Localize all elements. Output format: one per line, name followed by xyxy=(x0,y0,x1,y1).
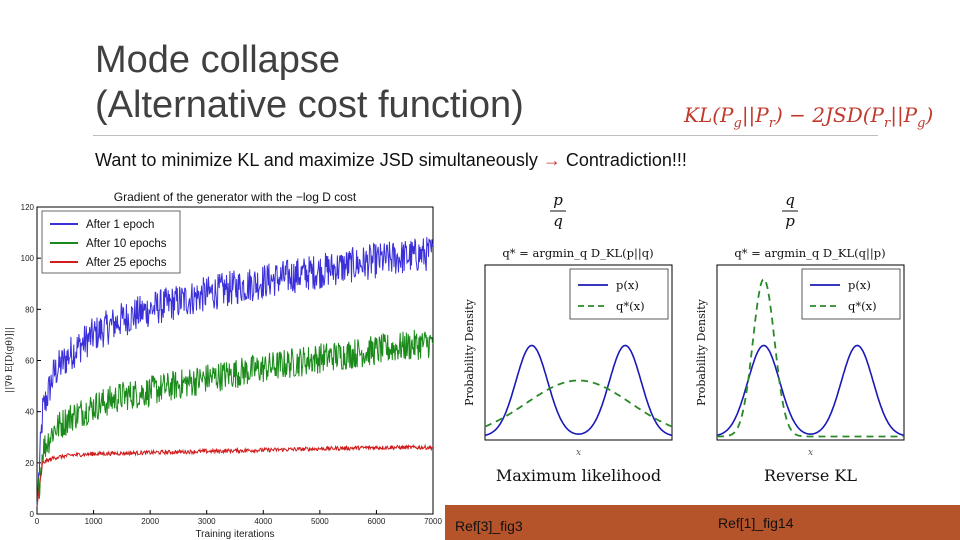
y-tick-label: 100 xyxy=(21,254,35,263)
kl-panel-2: qp q* = argmin_q D_KL(q||p) Probability De… xyxy=(695,191,905,485)
chart-title: Gradient of the generator with the −log … xyxy=(114,190,357,204)
legend-label: q*(x) xyxy=(848,299,877,313)
x-axis-label: Training iterations xyxy=(195,529,274,540)
reference-right: Ref[1]_fig14 xyxy=(718,515,794,531)
y-axis-label: Probability Density xyxy=(463,298,476,406)
arrow-right-icon: → xyxy=(542,150,561,170)
fraction-numerator: p xyxy=(553,191,563,209)
x-tick-label: 6000 xyxy=(368,517,386,526)
subtitle-text: Want to minimize KL and maximize JSD sim… xyxy=(95,150,538,170)
legend: p(x) q*(x) xyxy=(569,268,669,320)
y-tick-label: 0 xyxy=(30,510,35,519)
subtitle-conclusion: Contradiction!!! xyxy=(565,150,687,170)
legend-box xyxy=(569,268,669,320)
slide-title: Mode collapse (Alternative cost function… xyxy=(95,38,524,128)
series-line-2 xyxy=(36,329,434,507)
y-axis-label: ||∇θ E[D(gθ)]|| xyxy=(4,327,15,393)
fraction-denominator: p xyxy=(785,212,795,230)
x-tick-label: 2000 xyxy=(141,517,159,526)
legend-label: After 25 epochs xyxy=(86,257,167,269)
panel-title: Maximum likelihood xyxy=(496,466,661,485)
legend-box xyxy=(801,268,901,320)
gradient-chart: Gradient of the generator with the −log … xyxy=(4,190,442,540)
reference-left: Ref[3]_fig3 xyxy=(455,518,523,534)
objective-formula: q* = argmin_q D_KL(q||p) xyxy=(734,246,885,261)
panel-title: Reverse KL xyxy=(764,466,857,485)
fraction-denominator: q xyxy=(553,212,563,230)
series-line-3 xyxy=(36,443,434,507)
legend-label: p(x) xyxy=(616,278,639,292)
objective-formula: q* = argmin_q D_KL(p||q) xyxy=(502,246,653,261)
legend-label: q*(x) xyxy=(616,299,645,313)
x-tick-label: 1000 xyxy=(85,517,103,526)
x-axis-label: x xyxy=(808,448,813,458)
kl-panel-1: pq q* = argmin_q D_KL(p||q) Probability De… xyxy=(463,191,673,485)
legend-label: p(x) xyxy=(848,278,871,292)
legend: After 1 epoch After 10 epochs After 25 epo… xyxy=(41,210,181,274)
q-density-curve xyxy=(717,277,904,438)
x-tick-label: 3000 xyxy=(198,517,216,526)
y-tick-label: 20 xyxy=(25,459,34,468)
legend-label: After 1 epoch xyxy=(86,219,154,231)
fraction-numerator: q xyxy=(785,191,795,209)
title-line-1: Mode collapse xyxy=(95,39,341,81)
series-line-1 xyxy=(36,237,434,507)
x-axis-label: x xyxy=(576,448,581,458)
legend: p(x) q*(x) xyxy=(801,268,901,320)
x-tick-label: 4000 xyxy=(254,517,272,526)
title-divider xyxy=(93,135,878,136)
x-tick-label: 5000 xyxy=(311,517,329,526)
legend-label: After 10 epochs xyxy=(86,238,167,250)
y-tick-label: 60 xyxy=(25,357,34,366)
y-tick-label: 40 xyxy=(25,408,34,417)
title-line-2: (Alternative cost function) xyxy=(95,84,524,126)
x-tick-label: 0 xyxy=(35,517,40,526)
p-density-curve xyxy=(484,344,673,437)
y-tick-label: 120 xyxy=(21,203,35,212)
x-tick-label: 7000 xyxy=(424,517,442,526)
y-tick-label: 80 xyxy=(25,305,34,314)
subtitle: Want to minimize KL and maximize JSD sim… xyxy=(95,150,687,171)
footer-bar xyxy=(445,505,960,540)
y-axis-label: Probability Density xyxy=(695,298,708,406)
kl-jsd-formula: KL(Pg||Pr) − 2JSD(Pr||Pg) xyxy=(684,103,934,131)
